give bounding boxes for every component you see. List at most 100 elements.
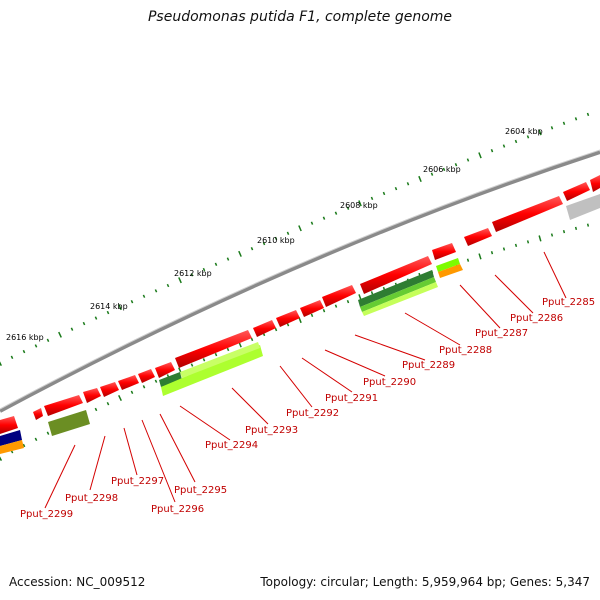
scale-tick: [538, 129, 542, 136]
scale-tick: [214, 262, 218, 266]
scale-tick: [286, 231, 290, 235]
leader-line: [179, 405, 231, 441]
scale-tick: [46, 338, 50, 343]
kbp-label-2610: 2610 kbp: [257, 236, 295, 245]
kbp-labels: 2604 kbp 2606 kbp 2608 kbp 2610 kbp 2612…: [6, 127, 543, 342]
cds-feature: [432, 243, 456, 260]
scale-tick: [214, 352, 218, 357]
scale-tick: [226, 347, 230, 352]
scale-tick: [550, 126, 554, 130]
scale-tick: [142, 385, 146, 389]
inner-features: [0, 194, 600, 454]
gene-label-pput-2287: Pput_2287: [475, 328, 528, 339]
scale-tick: [334, 304, 338, 308]
gene-label-pput-2299: Pput_2299: [20, 509, 73, 520]
scale-tick: [34, 437, 38, 442]
scale-tick: [202, 358, 206, 362]
scale-tick: [466, 258, 470, 262]
gene-label-pput-2292: Pput_2292: [286, 408, 339, 419]
gene-label-pput-2298: Pput_2298: [65, 493, 118, 504]
scale-tick: [562, 230, 566, 234]
orange-feature: [0, 440, 24, 454]
leader-line: [159, 413, 196, 483]
cds-features: [0, 175, 600, 434]
scale-tick: [34, 344, 38, 348]
scale-tick: [382, 191, 386, 196]
cds-feature: [138, 369, 155, 383]
scale-tick: [370, 291, 374, 295]
scale-tick: [478, 253, 482, 260]
inner-scale-ticks: [0, 223, 590, 462]
scale-tick: [526, 135, 530, 139]
leader-line: [354, 334, 426, 361]
scale-tick: [346, 299, 350, 304]
cds-feature: [563, 182, 590, 201]
scale-tick: [46, 431, 50, 435]
genome-backbone: [0, 150, 600, 413]
scale-tick: [358, 200, 362, 207]
leader-line: [123, 427, 138, 476]
scale-tick: [430, 172, 434, 176]
cds-feature: [175, 330, 252, 368]
scale-tick: [250, 247, 254, 251]
genome-backbone-highlight: [0, 149, 600, 410]
scale-tick: [94, 407, 98, 412]
scale-tick: [274, 236, 278, 241]
scale-tick: [70, 327, 74, 331]
scale-tick: [526, 240, 530, 244]
scale-tick: [322, 309, 326, 313]
leader-line: [89, 435, 106, 491]
scale-tick: [226, 257, 230, 261]
green-feature: [360, 277, 436, 312]
scale-tick: [442, 167, 446, 172]
lime-feature: [161, 345, 263, 396]
scale-tick: [22, 349, 26, 354]
gene-label-pput-2293: Pput_2293: [245, 425, 298, 436]
scale-tick: [418, 175, 422, 183]
scale-tick: [0, 456, 3, 462]
gene-label-pput-2294: Pput_2294: [205, 440, 258, 451]
scale-tick: [190, 273, 194, 277]
scale-tick: [166, 283, 170, 288]
cds-feature: [100, 382, 119, 397]
scale-tick: [466, 158, 470, 162]
scale-tick: [406, 182, 410, 186]
scale-tick: [118, 394, 122, 402]
leader-line: [301, 357, 353, 393]
scale-tick: [22, 443, 26, 448]
leader-line: [543, 251, 567, 299]
cds-feature: [118, 375, 139, 390]
cds-feature: [322, 285, 356, 307]
scale-tick: [310, 313, 314, 317]
scale-tick: [106, 310, 110, 315]
leader-line: [404, 312, 461, 346]
leader-line: [44, 444, 76, 509]
scale-tick: [394, 186, 398, 191]
gene-label-pput-2285: Pput_2285: [542, 297, 595, 308]
cds-feature: [590, 175, 600, 192]
scale-tick: [58, 331, 62, 338]
scale-tick: [538, 235, 542, 242]
scale-tick: [586, 112, 590, 117]
cds-feature: [0, 416, 18, 434]
scale-tick: [334, 211, 338, 215]
orange-feature: [438, 264, 463, 278]
scale-tick: [370, 196, 374, 201]
kbp-label-2614: 2614 kbp: [90, 302, 128, 311]
scale-tick: [178, 277, 182, 284]
gene-label-pput-2286: Pput_2286: [510, 313, 563, 324]
scale-tick: [82, 321, 86, 326]
gene-labels: Pput_2285 Pput_2286 Pput_2287 Pput_2288 …: [20, 297, 595, 520]
navy-feature: [0, 430, 22, 446]
scale-tick: [262, 241, 266, 246]
leader-line: [459, 284, 501, 329]
scale-tick: [286, 323, 290, 327]
kbp-label-2608: 2608 kbp: [340, 201, 378, 210]
scale-tick: [514, 139, 518, 144]
scale-tick: [490, 148, 494, 153]
scale-tick: [298, 225, 302, 232]
lime-feature: [362, 282, 438, 316]
cds-feature: [44, 395, 83, 416]
topology-summary: Topology: circular; Length: 5,959,964 bp…: [260, 575, 590, 589]
kbp-label-2612: 2612 kbp: [174, 269, 212, 278]
